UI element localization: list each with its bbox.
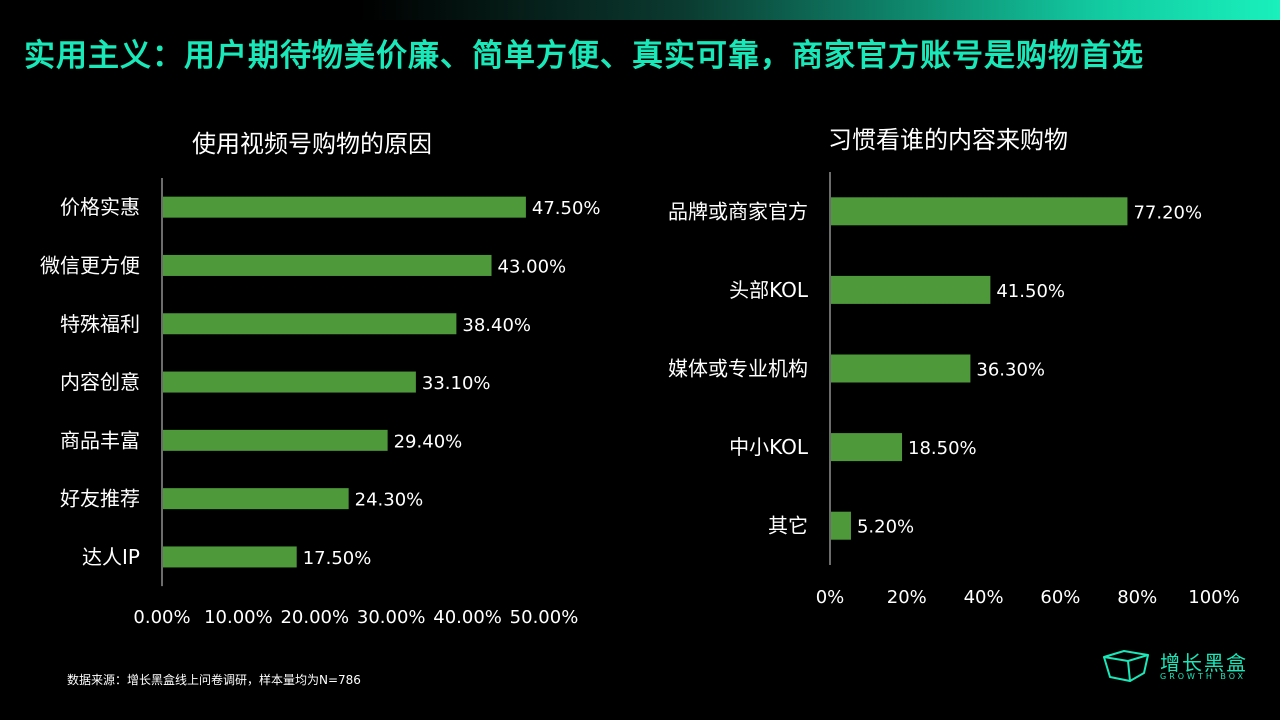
x-tick-label: 40.00% bbox=[433, 607, 502, 628]
x-tick-label: 100% bbox=[1188, 587, 1239, 608]
x-tick-label: 10.00% bbox=[204, 607, 273, 628]
bar bbox=[831, 433, 903, 462]
bar bbox=[831, 275, 991, 304]
right-chart-title: 习惯看谁的内容来购物 bbox=[828, 126, 1068, 154]
category-label: 内容创意 bbox=[60, 370, 140, 394]
data-label: 38.40% bbox=[462, 315, 531, 336]
bar bbox=[831, 354, 971, 383]
bar bbox=[163, 429, 388, 451]
category-label: 中小KOL bbox=[729, 435, 809, 459]
category-label: 微信更方便 bbox=[40, 253, 140, 277]
category-label: 其它 bbox=[768, 514, 808, 538]
category-label: 品牌或商家官方 bbox=[668, 199, 808, 223]
category-label: 商品丰富 bbox=[60, 428, 140, 452]
data-label: 41.50% bbox=[996, 281, 1065, 302]
bar bbox=[163, 546, 297, 568]
cube-icon bbox=[1103, 650, 1149, 682]
data-label: 29.40% bbox=[394, 431, 463, 452]
category-label: 头部KOL bbox=[729, 278, 809, 302]
x-tick-label: 60% bbox=[1040, 587, 1080, 608]
bar bbox=[163, 196, 526, 218]
growth-box-logo: 增长黑盒 GROWTH BOX bbox=[1100, 645, 1260, 685]
category-label: 达人IP bbox=[82, 545, 140, 569]
bar bbox=[163, 371, 416, 393]
data-label: 36.30% bbox=[976, 360, 1045, 381]
logo-name: 增长黑盒 bbox=[1160, 651, 1248, 675]
data-label: 43.00% bbox=[498, 256, 567, 277]
x-tick-label: 20.00% bbox=[280, 607, 349, 628]
bar bbox=[163, 254, 492, 276]
category-label: 特殊福利 bbox=[60, 312, 140, 336]
data-label: 17.50% bbox=[303, 548, 372, 569]
left-chart-title: 使用视频号购物的原因 bbox=[192, 130, 432, 158]
x-tick-label: 50.00% bbox=[510, 607, 579, 628]
x-tick-label: 80% bbox=[1117, 587, 1157, 608]
x-tick-label: 30.00% bbox=[357, 607, 426, 628]
data-label: 18.50% bbox=[908, 438, 977, 459]
data-label: 24.30% bbox=[355, 490, 424, 511]
data-label: 77.20% bbox=[1133, 202, 1202, 223]
x-tick-label: 0% bbox=[816, 587, 845, 608]
x-tick-label: 40% bbox=[964, 587, 1004, 608]
data-label: 33.10% bbox=[422, 373, 491, 394]
bar bbox=[163, 313, 457, 335]
logo-subtitle: GROWTH BOX bbox=[1160, 672, 1247, 681]
data-source-note: 数据来源：增长黑盒线上问卷调研，样本量均为N=786 bbox=[67, 673, 361, 687]
bar bbox=[831, 511, 851, 540]
top-gradient-bar bbox=[360, 0, 1280, 20]
bar bbox=[163, 488, 349, 510]
category-label: 价格实惠 bbox=[60, 195, 140, 219]
x-tick-label: 20% bbox=[887, 587, 927, 608]
x-tick-label: 0.00% bbox=[133, 607, 190, 628]
bar bbox=[831, 197, 1128, 226]
data-label: 5.20% bbox=[857, 517, 914, 538]
page-title: 实用主义：用户期待物美价廉、简单方便、真实可靠，商家官方账号是购物首选 bbox=[24, 38, 1144, 74]
category-label: 媒体或专业机构 bbox=[668, 357, 808, 381]
data-label: 47.50% bbox=[532, 198, 601, 219]
category-label: 好友推荐 bbox=[60, 487, 140, 511]
